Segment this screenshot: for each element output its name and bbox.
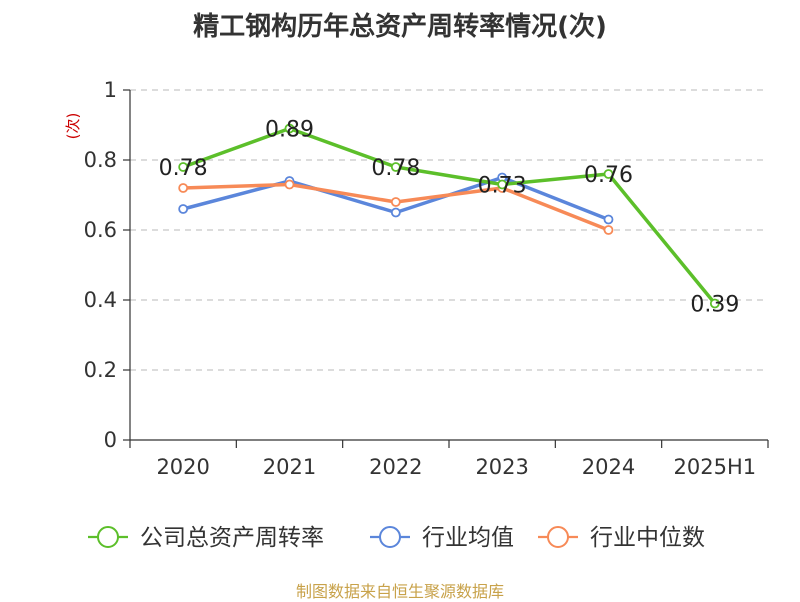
axis-layer: 0 0.2 0.4 0.6 0.8 1 2020 2021 2022 2023 2024 2025H1 bbox=[84, 78, 769, 479]
y-tick-label: 0.8 bbox=[84, 148, 117, 172]
x-tick-label: 2022 bbox=[369, 455, 422, 479]
data-point bbox=[284, 179, 295, 190]
legend-label: 行业均值 bbox=[422, 525, 514, 551]
data-label: 0.76 bbox=[584, 163, 633, 188]
data-point bbox=[497, 179, 508, 190]
data-point bbox=[178, 162, 189, 172]
data-label: 0.78 bbox=[159, 156, 208, 181]
data-label: 0.78 bbox=[371, 156, 420, 181]
series-line bbox=[182, 126, 717, 305]
data-label: 0.89 bbox=[265, 118, 314, 143]
x-tick-label: 2025H1 bbox=[674, 455, 757, 479]
y-tick-label: 0.6 bbox=[84, 218, 117, 242]
x-tick-label: 2020 bbox=[156, 455, 209, 479]
series-2 bbox=[178, 179, 614, 235]
chart-title: 精工钢构历年总资产周转率情况(次) bbox=[193, 12, 607, 42]
y-tick-label: 1 bbox=[104, 78, 117, 102]
series-layer bbox=[178, 123, 720, 309]
data-point bbox=[603, 225, 614, 235]
source-note: 制图数据来自恒生聚源数据库 bbox=[295, 582, 504, 601]
legend: 公司总资产周转率 行业均值 行业中位数 bbox=[88, 525, 705, 551]
data-label: 0.39 bbox=[690, 293, 739, 318]
legend-item-0: 公司总资产周转率 bbox=[88, 525, 324, 551]
data-label-layer: 0.78 0.89 0.78 0.73 0.76 0.39 bbox=[159, 118, 740, 318]
series-0 bbox=[178, 123, 720, 309]
legend-item-2: 行业中位数 bbox=[538, 525, 705, 551]
legend-marker bbox=[379, 526, 401, 548]
legend-marker bbox=[547, 526, 569, 548]
data-point bbox=[178, 204, 189, 214]
data-point bbox=[284, 123, 295, 134]
x-tick-label: 2023 bbox=[475, 455, 528, 479]
x-tick-label: 2021 bbox=[263, 455, 316, 479]
data-point bbox=[603, 169, 614, 179]
data-point bbox=[709, 298, 720, 309]
series-1 bbox=[178, 172, 614, 225]
y-tick-label: 0.2 bbox=[84, 358, 117, 382]
y-axis-unit-label: (次) bbox=[64, 113, 82, 140]
legend-marker bbox=[97, 526, 119, 548]
legend-item-1: 行业均值 bbox=[370, 525, 514, 551]
data-point bbox=[390, 162, 401, 172]
legend-label: 行业中位数 bbox=[590, 525, 705, 551]
y-tick-label: 0.4 bbox=[84, 288, 117, 312]
data-label: 0.73 bbox=[478, 174, 527, 199]
data-point bbox=[178, 183, 189, 193]
data-point bbox=[390, 207, 401, 218]
y-tick-label: 0 bbox=[104, 428, 117, 452]
grid-layer bbox=[130, 89, 768, 371]
x-tick-label: 2024 bbox=[582, 455, 635, 479]
data-point bbox=[603, 214, 614, 225]
legend-label: 公司总资产周转率 bbox=[140, 525, 324, 551]
data-point bbox=[390, 197, 401, 207]
